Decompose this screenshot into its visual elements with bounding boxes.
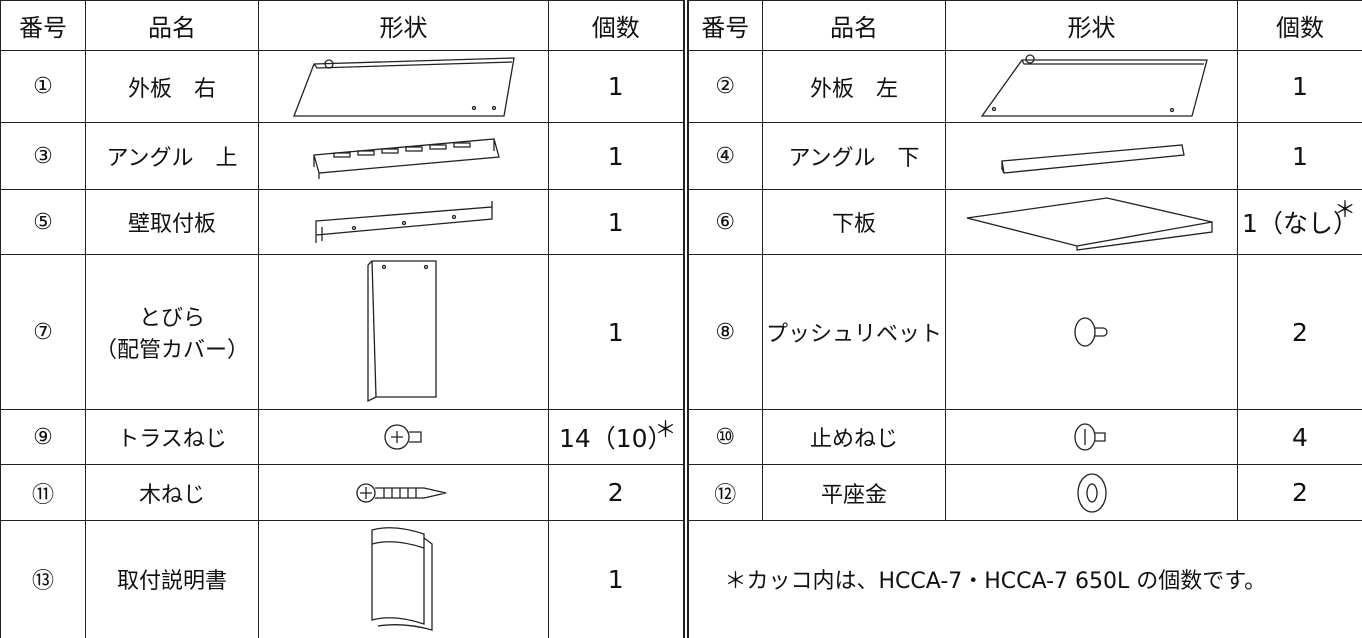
qty: 14（10）＊ (549, 410, 686, 465)
asterisk: ＊ (654, 412, 676, 444)
name: 平座金 (763, 465, 946, 521)
no: ② (686, 51, 763, 123)
qty: 1 (1238, 123, 1362, 190)
qty: 2 (549, 465, 686, 521)
name: アングル 上 (86, 123, 259, 190)
name: 取付説明書 (86, 521, 259, 638)
part-drawing (354, 478, 454, 508)
part-drawing (294, 197, 514, 247)
name: プッシュリベット (763, 255, 946, 410)
no: ⑦ (1, 255, 86, 410)
part-drawing (379, 417, 429, 457)
name: 止めねじ (763, 410, 946, 465)
no: ⑫ (686, 465, 763, 521)
note: ＊カッコ内は、HCCA-7・HCCA-7 650L の個数です。 (686, 521, 1362, 638)
no: ⑩ (686, 410, 763, 465)
qty: 2 (1238, 255, 1362, 410)
no: ⑨ (1, 410, 86, 465)
header-cell: 形状 (946, 1, 1238, 51)
qty: 1 (549, 521, 686, 638)
name: 木ねじ (86, 465, 259, 521)
qty: 1 (1238, 51, 1362, 123)
header-cell: 個数 (549, 1, 686, 51)
name: 下板 (763, 190, 946, 255)
header-cell: 品名 (86, 1, 259, 51)
header-cell: 番号 (1, 1, 86, 51)
header-cell: 個数 (1238, 1, 1362, 51)
qty: 1 (549, 190, 686, 255)
qty: 1 (549, 51, 686, 123)
part-drawing (1067, 417, 1117, 457)
no: ⑧ (686, 255, 763, 410)
part-drawing (957, 192, 1227, 252)
name: 壁取付板 (86, 190, 259, 255)
header-cell: 品名 (763, 1, 946, 51)
part-drawing (972, 54, 1212, 120)
no: ⑬ (1, 521, 86, 638)
part-drawing (354, 257, 454, 407)
no: ① (1, 51, 86, 123)
name: 外板 右 (86, 51, 259, 123)
qty: 1 (549, 255, 686, 410)
qty: 1（なし）＊ (1238, 190, 1362, 255)
part-drawing (294, 131, 514, 181)
part-drawing (284, 54, 524, 120)
qty: 4 (1238, 410, 1362, 465)
no: ⑥ (686, 190, 763, 255)
asterisk: ＊ (1334, 192, 1356, 224)
part-drawing (1067, 471, 1117, 515)
name: とびら（配管カバー） (86, 255, 259, 410)
part-drawing (364, 524, 444, 634)
name: 外板 左 (763, 51, 946, 123)
no: ⑤ (1, 190, 86, 255)
header-cell: 番号 (686, 1, 763, 51)
name: トラスねじ (86, 410, 259, 465)
part-drawing (982, 131, 1202, 181)
name-line: （配管カバー） (86, 332, 258, 364)
no: ③ (1, 123, 86, 190)
header-cell: 形状 (259, 1, 549, 51)
part-drawing (1067, 312, 1117, 352)
name: アングル 下 (763, 123, 946, 190)
no: ④ (686, 123, 763, 190)
qty: 1 (549, 123, 686, 190)
name-line: とびら (86, 300, 258, 332)
qty: 2 (1238, 465, 1362, 521)
no: ⑪ (1, 465, 86, 521)
